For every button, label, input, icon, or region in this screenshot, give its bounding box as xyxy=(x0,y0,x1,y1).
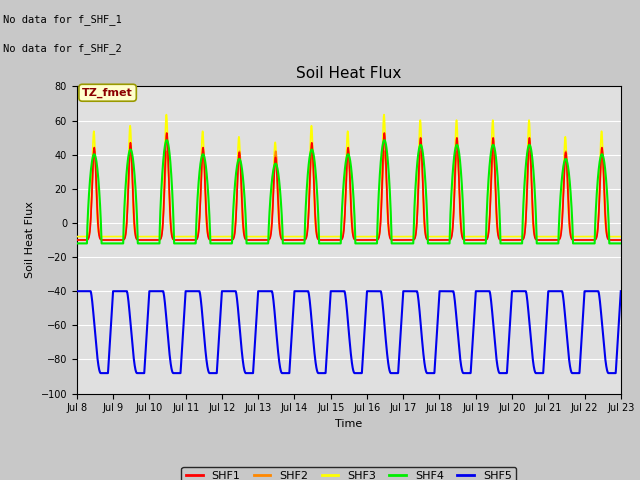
Text: No data for f_SHF_1: No data for f_SHF_1 xyxy=(3,14,122,25)
Y-axis label: Soil Heat Flux: Soil Heat Flux xyxy=(25,202,35,278)
Text: No data for f_SHF_2: No data for f_SHF_2 xyxy=(3,43,122,54)
Legend: SHF1, SHF2, SHF3, SHF4, SHF5: SHF1, SHF2, SHF3, SHF4, SHF5 xyxy=(182,467,516,480)
Text: TZ_fmet: TZ_fmet xyxy=(82,88,133,98)
X-axis label: Time: Time xyxy=(335,419,362,429)
Title: Soil Heat Flux: Soil Heat Flux xyxy=(296,66,401,81)
